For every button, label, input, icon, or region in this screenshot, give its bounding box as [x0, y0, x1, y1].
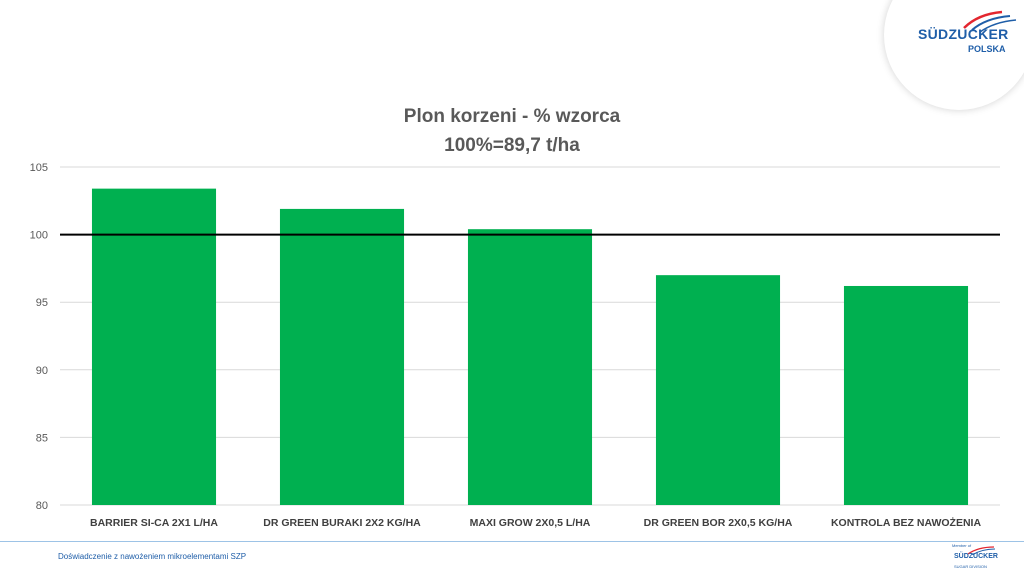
y-tick-label: 100 — [30, 230, 48, 242]
sugar-wave-icon — [963, 10, 1017, 33]
footer-brand-name: SÜDZUCKER — [954, 553, 998, 560]
footer-brand-logo: Member of SÜDZUCKER SUGAR DIVISION — [952, 543, 1002, 575]
x-category-label: DR GREEN BOR 2X0,5 KG/HA — [644, 517, 793, 529]
y-tick-label: 80 — [36, 500, 48, 512]
x-category-label: KONTROLA BEZ NAWOŻENIA — [831, 516, 982, 529]
footer-caption: Doświadczenie z nawożeniem mikroelementa… — [58, 552, 247, 561]
chart-title: Plon korzeni - % wzorca — [403, 106, 621, 127]
x-category-label: MAXI GROW 2X0,5 L/HA — [470, 517, 591, 529]
y-tick-label: 95 — [36, 297, 48, 309]
y-tick-label: 105 — [30, 162, 48, 174]
bar — [467, 229, 593, 505]
footer-wave-icon — [967, 546, 996, 555]
bar — [843, 285, 969, 505]
footer-brand-division: SUGAR DIVISION — [954, 564, 987, 569]
footer-member-label: Member of — [952, 543, 972, 548]
chart-title-block: Plon korzeni - % wzorca 100%=89,7 t/ha — [300, 102, 724, 160]
bar — [655, 275, 781, 505]
bar — [91, 188, 217, 505]
brand-name: SÜDZUCKER — [918, 26, 1009, 42]
y-tick-label: 85 — [36, 432, 48, 444]
bar — [279, 208, 405, 506]
y-tick-label: 90 — [36, 365, 48, 377]
chart-subtitle: 100%=89,7 t/ha — [444, 135, 580, 156]
x-category-label: DR GREEN BURAKI 2X2 KG/HA — [263, 517, 421, 529]
footer-divider — [0, 541, 1024, 542]
x-category-label: BARRIER SI-CA 2X1 L/HA — [90, 517, 218, 529]
brand-subtitle: POLSKA — [968, 44, 1006, 54]
